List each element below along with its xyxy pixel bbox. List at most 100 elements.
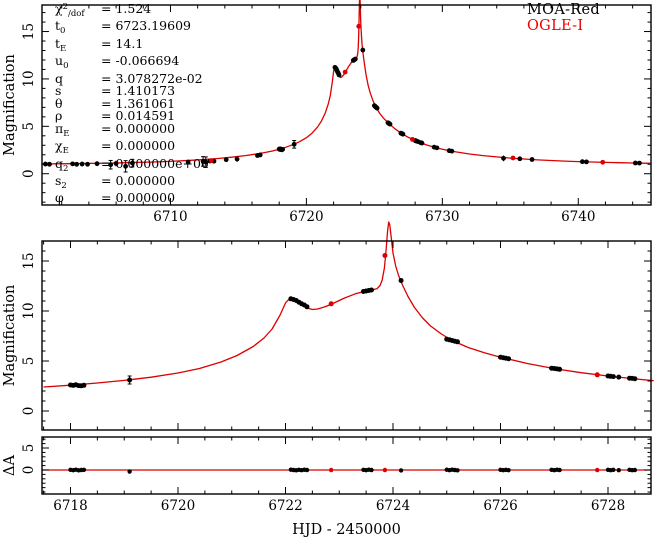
fit-param-symbol: q2 xyxy=(55,155,69,174)
fit-param-value: = 1.361061 xyxy=(101,95,176,111)
moa-data-point xyxy=(529,157,535,162)
fit-parameters-block: χ2/dof = 1.524 t0 = 6723.19609 tE = 14.1 u0 = -… xyxy=(55,1,209,205)
x-tick-label: 6710 xyxy=(153,209,187,225)
fit-param-row: ρ = 0.014591 xyxy=(55,108,209,124)
moa-data-point xyxy=(108,162,114,168)
ogle-data-point xyxy=(342,69,348,75)
moa-data-point xyxy=(304,304,310,310)
fit-param-symbol: s xyxy=(55,83,62,99)
y-tick-label: 10 xyxy=(21,70,37,87)
x-tick-label: 6720 xyxy=(289,209,323,225)
moa-data-point xyxy=(280,146,286,152)
legend: MOA-Red OGLE-I xyxy=(527,2,600,34)
moa-data-point xyxy=(454,339,460,345)
x-tick-label: 6718 xyxy=(53,498,87,514)
moa-data-point xyxy=(123,163,129,169)
moa-data-point xyxy=(632,376,638,382)
ogle-data-point xyxy=(600,159,606,165)
fit-param-value: = 0.000000 xyxy=(101,172,176,188)
legend-item-moa: MOA-Red xyxy=(527,2,600,18)
fit-param-symbol: πE xyxy=(55,120,70,139)
panel-frame-zoom-light-curve xyxy=(41,240,652,431)
moa-data-point xyxy=(632,160,638,166)
moa-data-point xyxy=(127,469,132,474)
ogle-data-point xyxy=(410,137,415,142)
fit-param-row: q = 3.078272e-02 xyxy=(55,70,209,86)
moa-data-point xyxy=(129,160,135,166)
fit-param-value: = 0.000000e+00 xyxy=(101,155,209,171)
fit-param-value: = 1.524 xyxy=(101,1,152,16)
fit-param-value: = 14.1 xyxy=(101,35,144,51)
fit-param-value: = -0.066694 xyxy=(101,53,180,69)
moa-data-point xyxy=(455,468,460,473)
fit-param-row: s2 = 0.000000 xyxy=(55,172,209,192)
moa-data-point xyxy=(506,467,511,473)
ogle-data-point xyxy=(328,467,334,473)
fit-param-row: t0 = 6723.19609 xyxy=(55,20,209,37)
fit-param-value: = 1.410173 xyxy=(101,83,176,99)
moa-data-point xyxy=(616,467,621,473)
ogle-data-point xyxy=(382,253,388,258)
fit-param-symbol: s2 xyxy=(55,172,67,191)
fit-param-value: = 0.014591 xyxy=(101,108,176,124)
fit-param-symbol: u0 xyxy=(55,53,69,72)
ogle-data-point xyxy=(208,158,214,164)
moa-data-point xyxy=(637,160,642,166)
moa-data-point xyxy=(632,467,638,473)
moa-data-point xyxy=(584,159,589,165)
y-tick-label: 0 xyxy=(21,169,37,178)
moa-data-point xyxy=(291,141,297,147)
moa-data-point xyxy=(616,374,622,380)
moa-data-point xyxy=(85,161,90,167)
fit-param-value: = 0.000000 xyxy=(101,190,176,206)
ogle-data-point xyxy=(328,301,334,307)
y-tick-label: 0 xyxy=(21,466,37,475)
y-tick-label: 5 xyxy=(21,444,37,453)
legend-item-ogle: OGLE-I xyxy=(527,17,584,34)
fit-param-symbol: θ xyxy=(55,95,63,111)
y-tick-label: 0 xyxy=(21,407,37,416)
fit-param-symbol: tE xyxy=(55,35,67,54)
ogle-data-point xyxy=(510,155,516,161)
y-axis-label-top-light-curve: Magnification xyxy=(2,54,18,156)
moa-data-point xyxy=(352,56,358,62)
moa-data-point xyxy=(579,159,585,165)
moa-data-point xyxy=(557,366,563,372)
y-tick-label: 15 xyxy=(21,23,37,40)
fit-param-value: = 3.078272e-02 xyxy=(101,70,203,86)
y-tick-label: 5 xyxy=(21,122,37,131)
moa-data-point xyxy=(374,105,380,111)
moa-data-point xyxy=(79,161,85,167)
fit-param-row: u0 = -0.066694 xyxy=(55,53,209,72)
moa-data-point xyxy=(449,148,455,154)
moa-data-point xyxy=(185,159,191,165)
fit-param-value: = 6723.19609 xyxy=(101,18,191,34)
moa-data-point xyxy=(223,157,229,163)
fit-param-row: s = 1.410173 xyxy=(55,83,209,99)
x-tick-label: 6730 xyxy=(425,209,459,225)
y-axis-label-residuals: ΔA xyxy=(2,455,18,476)
fit-param-symbol: χE xyxy=(55,138,69,157)
moa-data-point xyxy=(304,467,310,473)
x-tick-label: 6722 xyxy=(268,498,302,514)
moa-data-point xyxy=(81,467,87,473)
fit-param-row: χ2/dof = 1.524 xyxy=(55,1,209,20)
moa-data-point xyxy=(517,156,523,162)
moa-data-point xyxy=(47,161,52,167)
moa-data-point xyxy=(257,152,263,158)
x-tick-label: 6726 xyxy=(483,498,517,514)
y-tick-label: 15 xyxy=(21,252,37,269)
fit-param-value: = 0.000000 xyxy=(101,138,176,154)
ogle-data-point xyxy=(594,372,600,378)
fit-param-symbol: χ2/dof xyxy=(55,1,85,19)
moa-data-point xyxy=(360,47,366,53)
moa-data-point xyxy=(369,467,374,473)
fit-param-row: θ = 1.361061 xyxy=(55,95,209,111)
fit-param-symbol: φ xyxy=(55,190,64,206)
panel-frame-top-light-curve xyxy=(41,4,652,206)
moa-data-point xyxy=(203,159,209,165)
moa-data-point xyxy=(81,382,87,388)
moa-data-point xyxy=(234,156,240,162)
x-tick-label: 6720 xyxy=(161,498,195,514)
